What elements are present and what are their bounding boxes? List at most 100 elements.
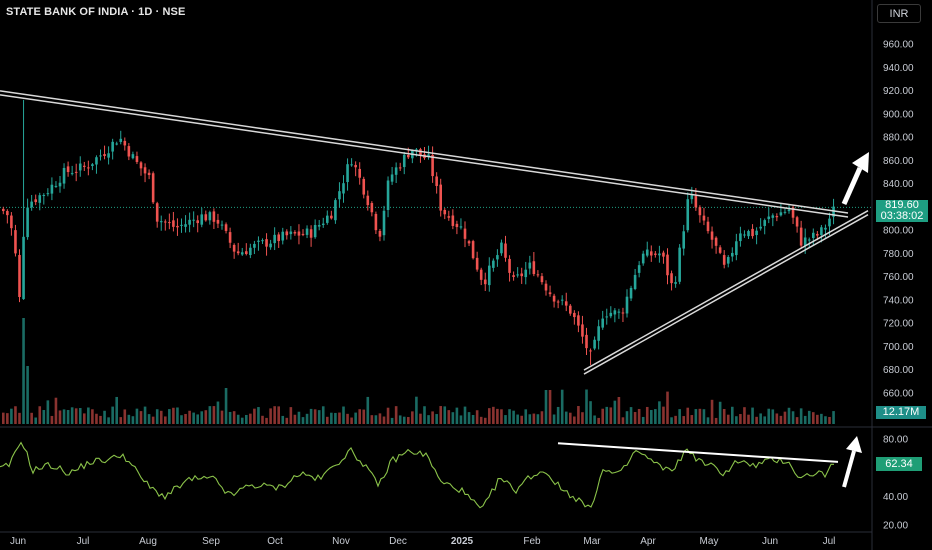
volume-bar <box>54 397 58 424</box>
candle-body <box>22 236 25 300</box>
chart-title: STATE BANK OF INDIA · 1D · NSE <box>6 6 186 18</box>
volume-bar <box>135 408 139 424</box>
candle-body <box>795 217 799 227</box>
candle-body <box>330 215 333 219</box>
volume-bar <box>564 411 568 424</box>
candle-body <box>135 156 139 162</box>
candle-body <box>253 243 256 248</box>
candle-body <box>483 279 487 285</box>
volume-bar <box>427 415 430 424</box>
candle-body <box>309 229 313 238</box>
price-tick-label: 880.00 <box>883 133 914 144</box>
volume-bar <box>654 409 657 424</box>
volume-bar <box>439 406 442 424</box>
candle-body <box>103 154 106 156</box>
candle-body <box>358 168 361 178</box>
volume-bar <box>212 406 216 424</box>
volume-bar <box>370 415 374 424</box>
volume-bar <box>411 411 414 424</box>
candle-body <box>419 149 422 156</box>
price-tick-label: 940.00 <box>883 63 914 74</box>
candle-body <box>50 184 54 194</box>
volume-bar <box>6 413 9 424</box>
candle-body <box>694 196 698 208</box>
volume-bar <box>718 401 722 424</box>
volume-bar <box>257 407 260 424</box>
candle-body <box>151 173 155 203</box>
volume-bar <box>799 408 803 424</box>
volume-bar <box>621 417 625 424</box>
volume-bar <box>354 412 357 424</box>
candle-body <box>524 269 528 278</box>
volume-bar <box>577 406 580 424</box>
volume-bar <box>253 408 256 424</box>
candle-body <box>536 274 540 276</box>
volume-bar <box>265 417 268 424</box>
volume-bar <box>204 410 208 424</box>
candle-body <box>743 234 746 236</box>
volume-bar <box>451 412 455 424</box>
candle-body <box>431 154 434 177</box>
volume-bar <box>2 412 5 424</box>
volume-bar <box>232 411 236 424</box>
rsi-value-tag: 62.34 <box>876 457 922 471</box>
candle-body <box>512 275 515 277</box>
candle-body <box>398 167 402 169</box>
volume-bar <box>184 413 187 424</box>
candle-body <box>532 261 536 275</box>
candle-body <box>597 326 600 341</box>
volume-bar <box>633 412 637 424</box>
candle-body <box>552 295 556 302</box>
volume-bar <box>342 406 345 424</box>
rsi-tick-label: 80.00 <box>883 435 908 446</box>
candle-body <box>722 255 726 265</box>
volume-bar <box>459 415 463 424</box>
volume-bar <box>722 408 726 424</box>
candle-body <box>281 231 285 241</box>
price-tick-label: 720.00 <box>883 319 914 330</box>
candle-body <box>435 176 438 186</box>
price-tick-label: 660.00 <box>883 389 914 400</box>
volume-bar <box>192 412 195 424</box>
candle-body <box>212 211 216 222</box>
volume-bar <box>78 408 82 424</box>
candle-body <box>164 221 167 223</box>
candle-body <box>662 252 665 257</box>
candle-body <box>670 273 673 284</box>
volume-bar <box>330 412 333 424</box>
time-tick-label: Jun <box>762 536 778 547</box>
candle-body <box>783 211 787 213</box>
volume-bar <box>589 401 592 424</box>
candle-body <box>593 339 596 349</box>
candle-body <box>54 185 58 187</box>
candle-body <box>726 257 730 264</box>
volume-bar <box>378 413 382 424</box>
currency-button[interactable]: INR <box>877 4 921 23</box>
candle-body <box>155 203 159 222</box>
volume-bar <box>34 417 37 424</box>
candle-body <box>479 269 483 280</box>
candle-body <box>702 215 706 221</box>
candle-body <box>228 232 232 243</box>
candle-body <box>504 243 507 258</box>
price-breakout-arrowhead <box>852 152 869 173</box>
candle-body <box>245 251 248 255</box>
time-tick-label: May <box>700 536 719 547</box>
volume-bar <box>544 390 548 424</box>
candle-body <box>342 183 345 194</box>
candle-body <box>560 299 564 301</box>
volume-bar <box>261 415 264 424</box>
candle-body <box>123 140 127 146</box>
volume-bar <box>168 409 171 424</box>
volume-bar <box>698 408 702 424</box>
volume-bar <box>670 417 673 424</box>
candle-body <box>540 276 544 283</box>
volume-bar <box>30 412 33 424</box>
volume-bar <box>520 415 523 424</box>
candle-body <box>159 221 163 223</box>
candle-body <box>407 154 410 158</box>
candle-body <box>751 228 754 237</box>
volume-bar <box>216 401 220 424</box>
candle-body <box>605 316 609 318</box>
